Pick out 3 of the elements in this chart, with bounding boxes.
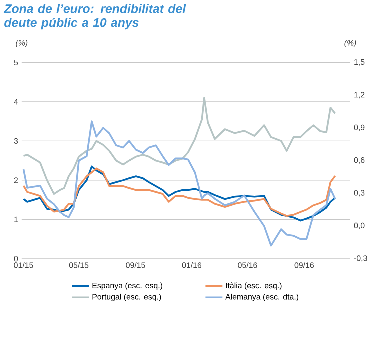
- chart-title: Zona de l’euro: rendibilitat del deute públic a 10 anys: [4, 4, 186, 30]
- line-series: [22, 120, 336, 247]
- line-series: [22, 97, 336, 196]
